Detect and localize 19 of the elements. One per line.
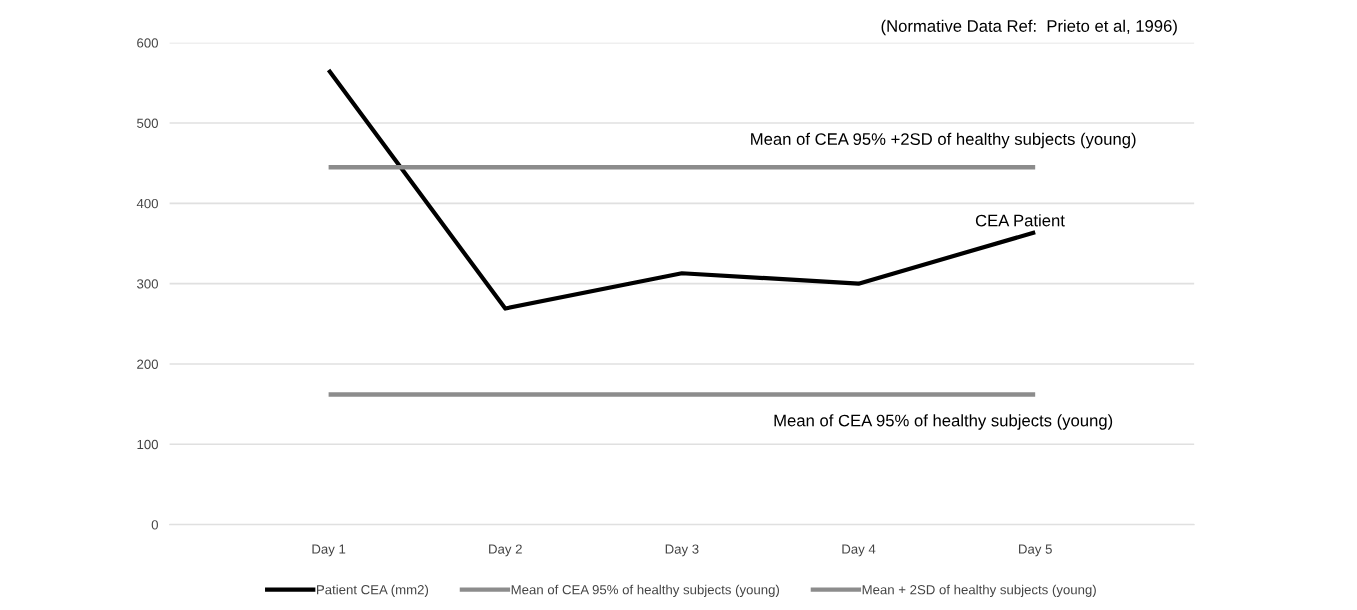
y-tick-label: 200 <box>137 359 158 369</box>
legend-label: Mean + 2SD of healthy subjects (young) <box>862 584 1096 597</box>
annotation: CEA Patient <box>975 214 1065 227</box>
x-tick-label: Day 1 <box>312 544 346 557</box>
x-tick-label: Day 4 <box>842 544 876 557</box>
text: (Normative Data Ref: Prieto et al, 1996) <box>881 19 1177 36</box>
x-tick-label: Day 2 <box>489 544 522 557</box>
y-tick-label: 500 <box>137 118 158 128</box>
x-tick-label: Day 3 <box>665 544 699 557</box>
y-tick-label: 0 <box>151 520 158 530</box>
x-tick-label: Day 5 <box>1019 544 1052 557</box>
annotation: Mean of CEA 95% +2SD of healthy subjects (young) <box>751 132 1136 149</box>
y-tick-label: 100 <box>137 439 158 450</box>
y-tick-label: 300 <box>137 279 158 289</box>
legend-label: Patient CEA (mm2) <box>317 584 429 597</box>
y-tick-label: 600 <box>137 38 158 48</box>
y-tick-label: 400 <box>136 198 158 209</box>
annotation: Mean of CEA 95% of healthy subjects (young) <box>774 414 1113 430</box>
legend-label: Mean of CEA 95% of healthy subjects (young) <box>511 584 780 597</box>
